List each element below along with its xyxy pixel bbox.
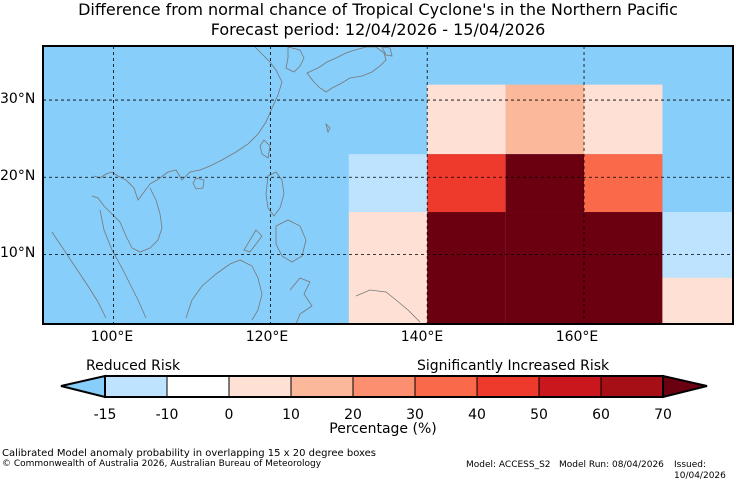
coastline-sumatra xyxy=(51,231,107,319)
risk-cells xyxy=(348,84,733,324)
footer-model-run: Model Run: 08/04/2026 xyxy=(559,460,664,470)
coastline-newguinea xyxy=(355,289,421,323)
colorbar-bin xyxy=(476,375,540,398)
risk-cell xyxy=(505,154,585,213)
coastline-japan xyxy=(306,46,387,93)
coastline-china xyxy=(93,46,283,201)
coastline-izu-islands xyxy=(325,122,331,134)
colorbar xyxy=(60,374,708,399)
footer-copyright: © Commonwealth of Australia 2026, Austra… xyxy=(2,459,322,469)
colorbar-tick: -10 xyxy=(155,407,179,423)
risk-cell xyxy=(427,212,506,324)
risk-cell xyxy=(348,154,428,213)
map-panel xyxy=(42,45,734,325)
colorbar-bin xyxy=(352,375,416,398)
chart-title: Difference from normal chance of Tropica… xyxy=(78,0,678,19)
x-tick-label: 140°E xyxy=(400,329,444,345)
footer-issued: Issued: 10/04/2026 xyxy=(674,460,726,481)
colorbar-bins xyxy=(104,375,664,398)
colorbar-bin xyxy=(600,375,664,398)
y-tick-label: 20°N xyxy=(0,168,36,184)
colorbar-tick: 10 xyxy=(282,407,300,423)
colorbar-over-arrow xyxy=(662,374,708,399)
colorbar-tick: 70 xyxy=(654,407,672,423)
coastline-korea xyxy=(285,46,305,73)
risk-cell xyxy=(662,277,733,324)
coastline-japan-north xyxy=(381,46,393,57)
risk-cell xyxy=(427,154,506,213)
risk-cell xyxy=(505,84,585,155)
coastline xyxy=(51,46,421,325)
x-tick-label: 100°E xyxy=(90,329,134,345)
risk-cell xyxy=(427,84,506,155)
risk-cell xyxy=(348,212,428,324)
coastline-sulawesi xyxy=(289,277,313,325)
y-tick-label: 10°N xyxy=(0,245,36,261)
x-tick-label: 120°E xyxy=(245,329,289,345)
colorbar-tick: 40 xyxy=(468,407,486,423)
coastline-borneo xyxy=(185,259,263,321)
y-tick-label: 30°N xyxy=(0,91,36,107)
x-tick-label: 160°E xyxy=(555,329,599,345)
coastline-philippines-luzon xyxy=(265,171,285,217)
coastline-malay xyxy=(99,209,147,319)
colorbar-under-arrow xyxy=(60,374,106,399)
risk-cell xyxy=(505,212,585,324)
forecast-period: Forecast period: 12/04/2026 - 15/04/2026 xyxy=(210,20,546,39)
colorbar-bin xyxy=(414,375,478,398)
colorbar-bin xyxy=(538,375,602,398)
colorbar-tick: 20 xyxy=(344,407,362,423)
map-frame xyxy=(42,45,734,325)
colorbar-tick: -15 xyxy=(93,407,117,423)
reduced-risk-label: Reduced Risk xyxy=(86,358,181,374)
colorbar-bin xyxy=(166,375,230,398)
colorbar-bin xyxy=(228,375,292,398)
colorbar-tick: 30 xyxy=(406,407,424,423)
footer-note: Calibrated Model anomaly probability in … xyxy=(2,448,377,459)
footer-model: Model: ACCESS_S2 xyxy=(466,460,551,470)
colorbar-tick: 60 xyxy=(592,407,610,423)
colorbar-frame xyxy=(104,375,664,398)
colorbar-tick: 0 xyxy=(224,407,234,423)
colorbar-bin xyxy=(290,375,354,398)
colorbar-label: Percentage (%) xyxy=(329,421,437,437)
risk-cell xyxy=(662,212,733,278)
gridlines xyxy=(43,46,733,324)
colorbar-bin xyxy=(104,375,168,398)
colorbar-tick: 50 xyxy=(530,407,548,423)
coastline-taiwan xyxy=(259,139,271,159)
risk-cell xyxy=(584,154,663,213)
increased-risk-label: Significantly Increased Risk xyxy=(417,358,610,374)
risk-cell xyxy=(584,212,663,324)
coastline-indochina xyxy=(91,187,163,253)
risk-cell xyxy=(584,84,663,155)
coastline-palawan xyxy=(243,229,263,253)
coastline-hainan xyxy=(192,177,205,190)
coastline-philippines-south xyxy=(275,219,307,263)
